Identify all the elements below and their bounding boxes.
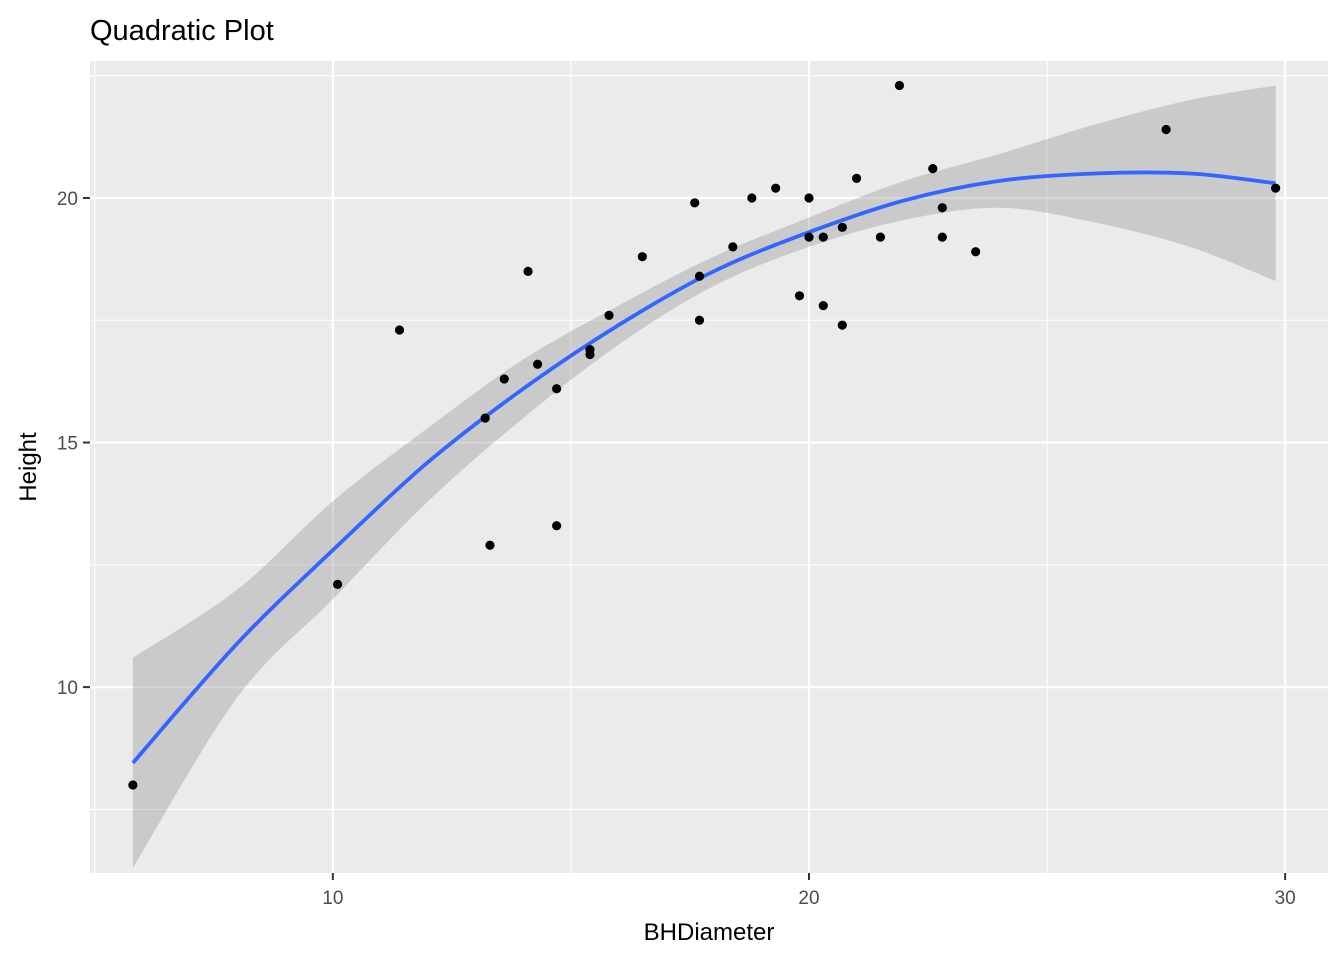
data-point [1271,183,1281,193]
x-tick-label: 30 [1275,888,1296,909]
grid-minor-lines [90,61,1328,873]
data-point [928,164,938,174]
data-point [728,242,738,252]
data-point [852,173,862,183]
data-point [532,359,543,369]
plot-panel [90,61,1328,873]
y-tick-label: 15 [57,434,78,455]
x-tick-label: 10 [322,888,343,909]
data-points [128,80,1281,790]
data-point [1161,124,1171,135]
x-axis-title: BHDiameter [644,919,775,946]
data-point [499,374,509,384]
data-point [771,183,781,193]
y-axis-title: Height [15,432,42,502]
y-tick-label: 20 [57,189,78,210]
data-point [552,384,562,394]
data-point [333,579,343,589]
data-point [585,345,595,355]
data-point [971,247,981,257]
data-point [480,413,490,423]
data-point [937,232,947,242]
data-point [804,193,814,203]
data-point [694,271,705,281]
data-point [394,325,405,335]
data-point [523,266,533,276]
data-point [690,198,700,208]
confidence-band [132,85,1276,869]
y-tick-label: 10 [57,678,78,699]
x-axis: 10 20 30 [322,873,1296,909]
data-point [747,193,757,203]
data-point [552,521,562,531]
data-point [937,203,947,213]
chart-title: Quadratic Plot [90,15,274,47]
fit-line [131,170,1276,765]
data-point [794,291,805,301]
data-point [894,80,905,91]
data-point [837,320,847,330]
data-point [818,232,828,242]
data-point [694,315,705,325]
data-point [485,540,495,550]
data-point [837,222,847,232]
data-point [818,300,828,311]
data-point [875,232,886,242]
x-tick-label: 20 [798,888,819,909]
data-point [804,232,814,242]
data-point [604,310,614,320]
data-point [637,252,647,262]
y-axis: 10 15 20 [57,189,90,699]
data-point [128,780,138,790]
fit-layer [131,85,1276,869]
